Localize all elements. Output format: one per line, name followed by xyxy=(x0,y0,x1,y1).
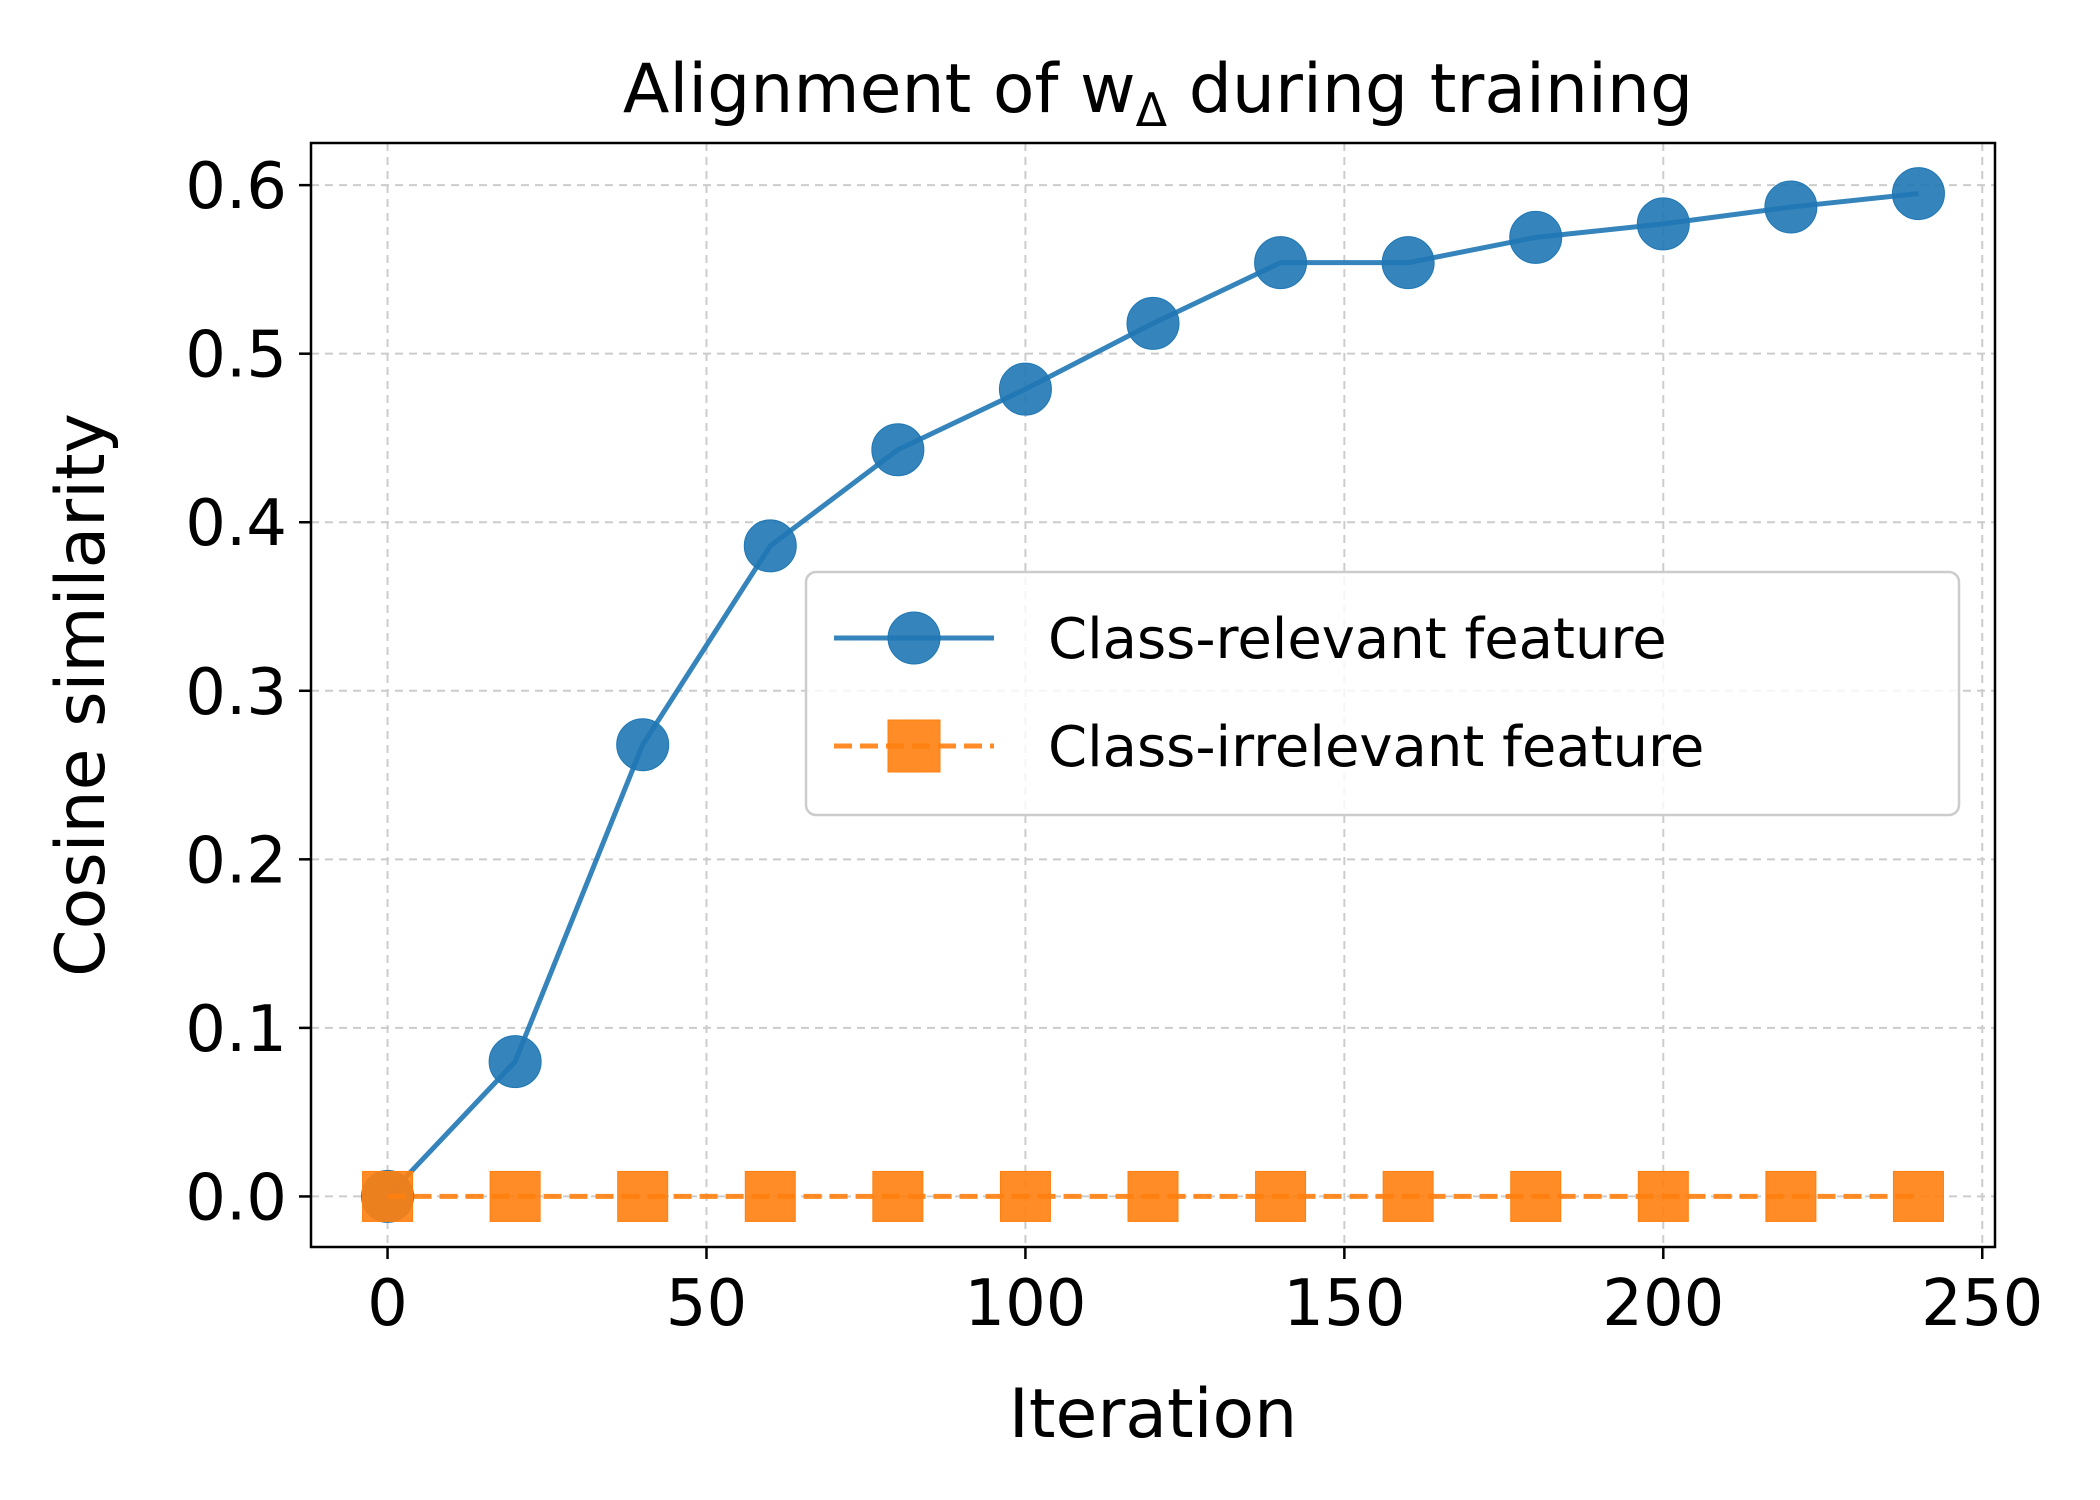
data-point-square xyxy=(1765,1170,1817,1222)
data-point-square xyxy=(1127,1170,1179,1222)
legend-marker-square xyxy=(887,719,941,773)
data-point-circle xyxy=(871,423,925,477)
chart-title-suffix: during training xyxy=(1167,50,1693,129)
data-point-square xyxy=(489,1170,541,1222)
data-point-square xyxy=(617,1170,669,1222)
data-point-circle xyxy=(1381,236,1435,290)
x-tick-label: 250 xyxy=(1921,1267,2043,1341)
y-tick-label: 0.5 xyxy=(185,319,287,393)
data-point-square xyxy=(872,1170,924,1222)
data-point-square xyxy=(1255,1170,1307,1222)
y-tick-label: 0.1 xyxy=(185,993,287,1067)
chart-title-subscript: Δ xyxy=(1136,83,1168,137)
series-2 xyxy=(362,1170,1944,1222)
legend-label: Class-irrelevant feature xyxy=(1048,715,1704,780)
data-point-square xyxy=(999,1170,1051,1222)
data-point-circle xyxy=(1636,197,1690,251)
data-point-square xyxy=(362,1170,414,1222)
data-point-square xyxy=(1510,1170,1562,1222)
legend-label: Class-relevant feature xyxy=(1048,607,1667,672)
y-axis-title: Cosine similarity xyxy=(42,413,121,977)
x-tick-label: 200 xyxy=(1602,1267,1724,1341)
legend-entry-1: Class-relevant feature xyxy=(834,607,1667,672)
data-point-circle xyxy=(1509,210,1563,264)
x-tick-label: 150 xyxy=(1283,1267,1405,1341)
ticks: 0 50 100 150 200 250 0.0 0.1 0.2 0.3 0.4 0.5 0.6 xyxy=(185,150,2043,1341)
data-point-circle xyxy=(998,362,1052,416)
data-point-circle xyxy=(488,1035,542,1089)
y-tick-label: 0.0 xyxy=(185,1161,287,1235)
y-tick-label: 0.3 xyxy=(185,656,287,730)
chart-title: Alignment of wΔ during training xyxy=(623,50,1693,137)
plot-series xyxy=(361,167,1945,1223)
x-tick-label: 100 xyxy=(964,1267,1086,1341)
data-point-circle xyxy=(1126,296,1180,350)
legend: Class-relevant feature Class-irrelevant f… xyxy=(804,570,1961,817)
legend-box xyxy=(804,570,1961,817)
y-tick-label: 0.4 xyxy=(185,487,287,561)
data-point-circle xyxy=(1891,167,1945,221)
data-point-circle xyxy=(1764,180,1818,234)
x-tick-label: 50 xyxy=(666,1267,747,1341)
data-point-circle xyxy=(1254,236,1308,290)
chart-title-main: Alignment of w xyxy=(623,50,1136,129)
data-point-square xyxy=(744,1170,796,1222)
legend-marker-circle xyxy=(887,611,941,665)
y-tick-label: 0.2 xyxy=(185,824,287,898)
y-tick-label: 0.6 xyxy=(185,150,287,224)
data-point-square xyxy=(1892,1170,1944,1222)
data-point-circle xyxy=(616,718,670,772)
data-point-circle xyxy=(743,519,797,573)
x-tick-label: 0 xyxy=(367,1267,408,1341)
plot-frame xyxy=(309,141,1997,1249)
data-point-square xyxy=(1382,1170,1434,1222)
x-axis-title: Iteration xyxy=(1009,1375,1297,1454)
data-point-square xyxy=(1637,1170,1689,1222)
legend-entry-2: Class-irrelevant feature xyxy=(834,715,1704,780)
